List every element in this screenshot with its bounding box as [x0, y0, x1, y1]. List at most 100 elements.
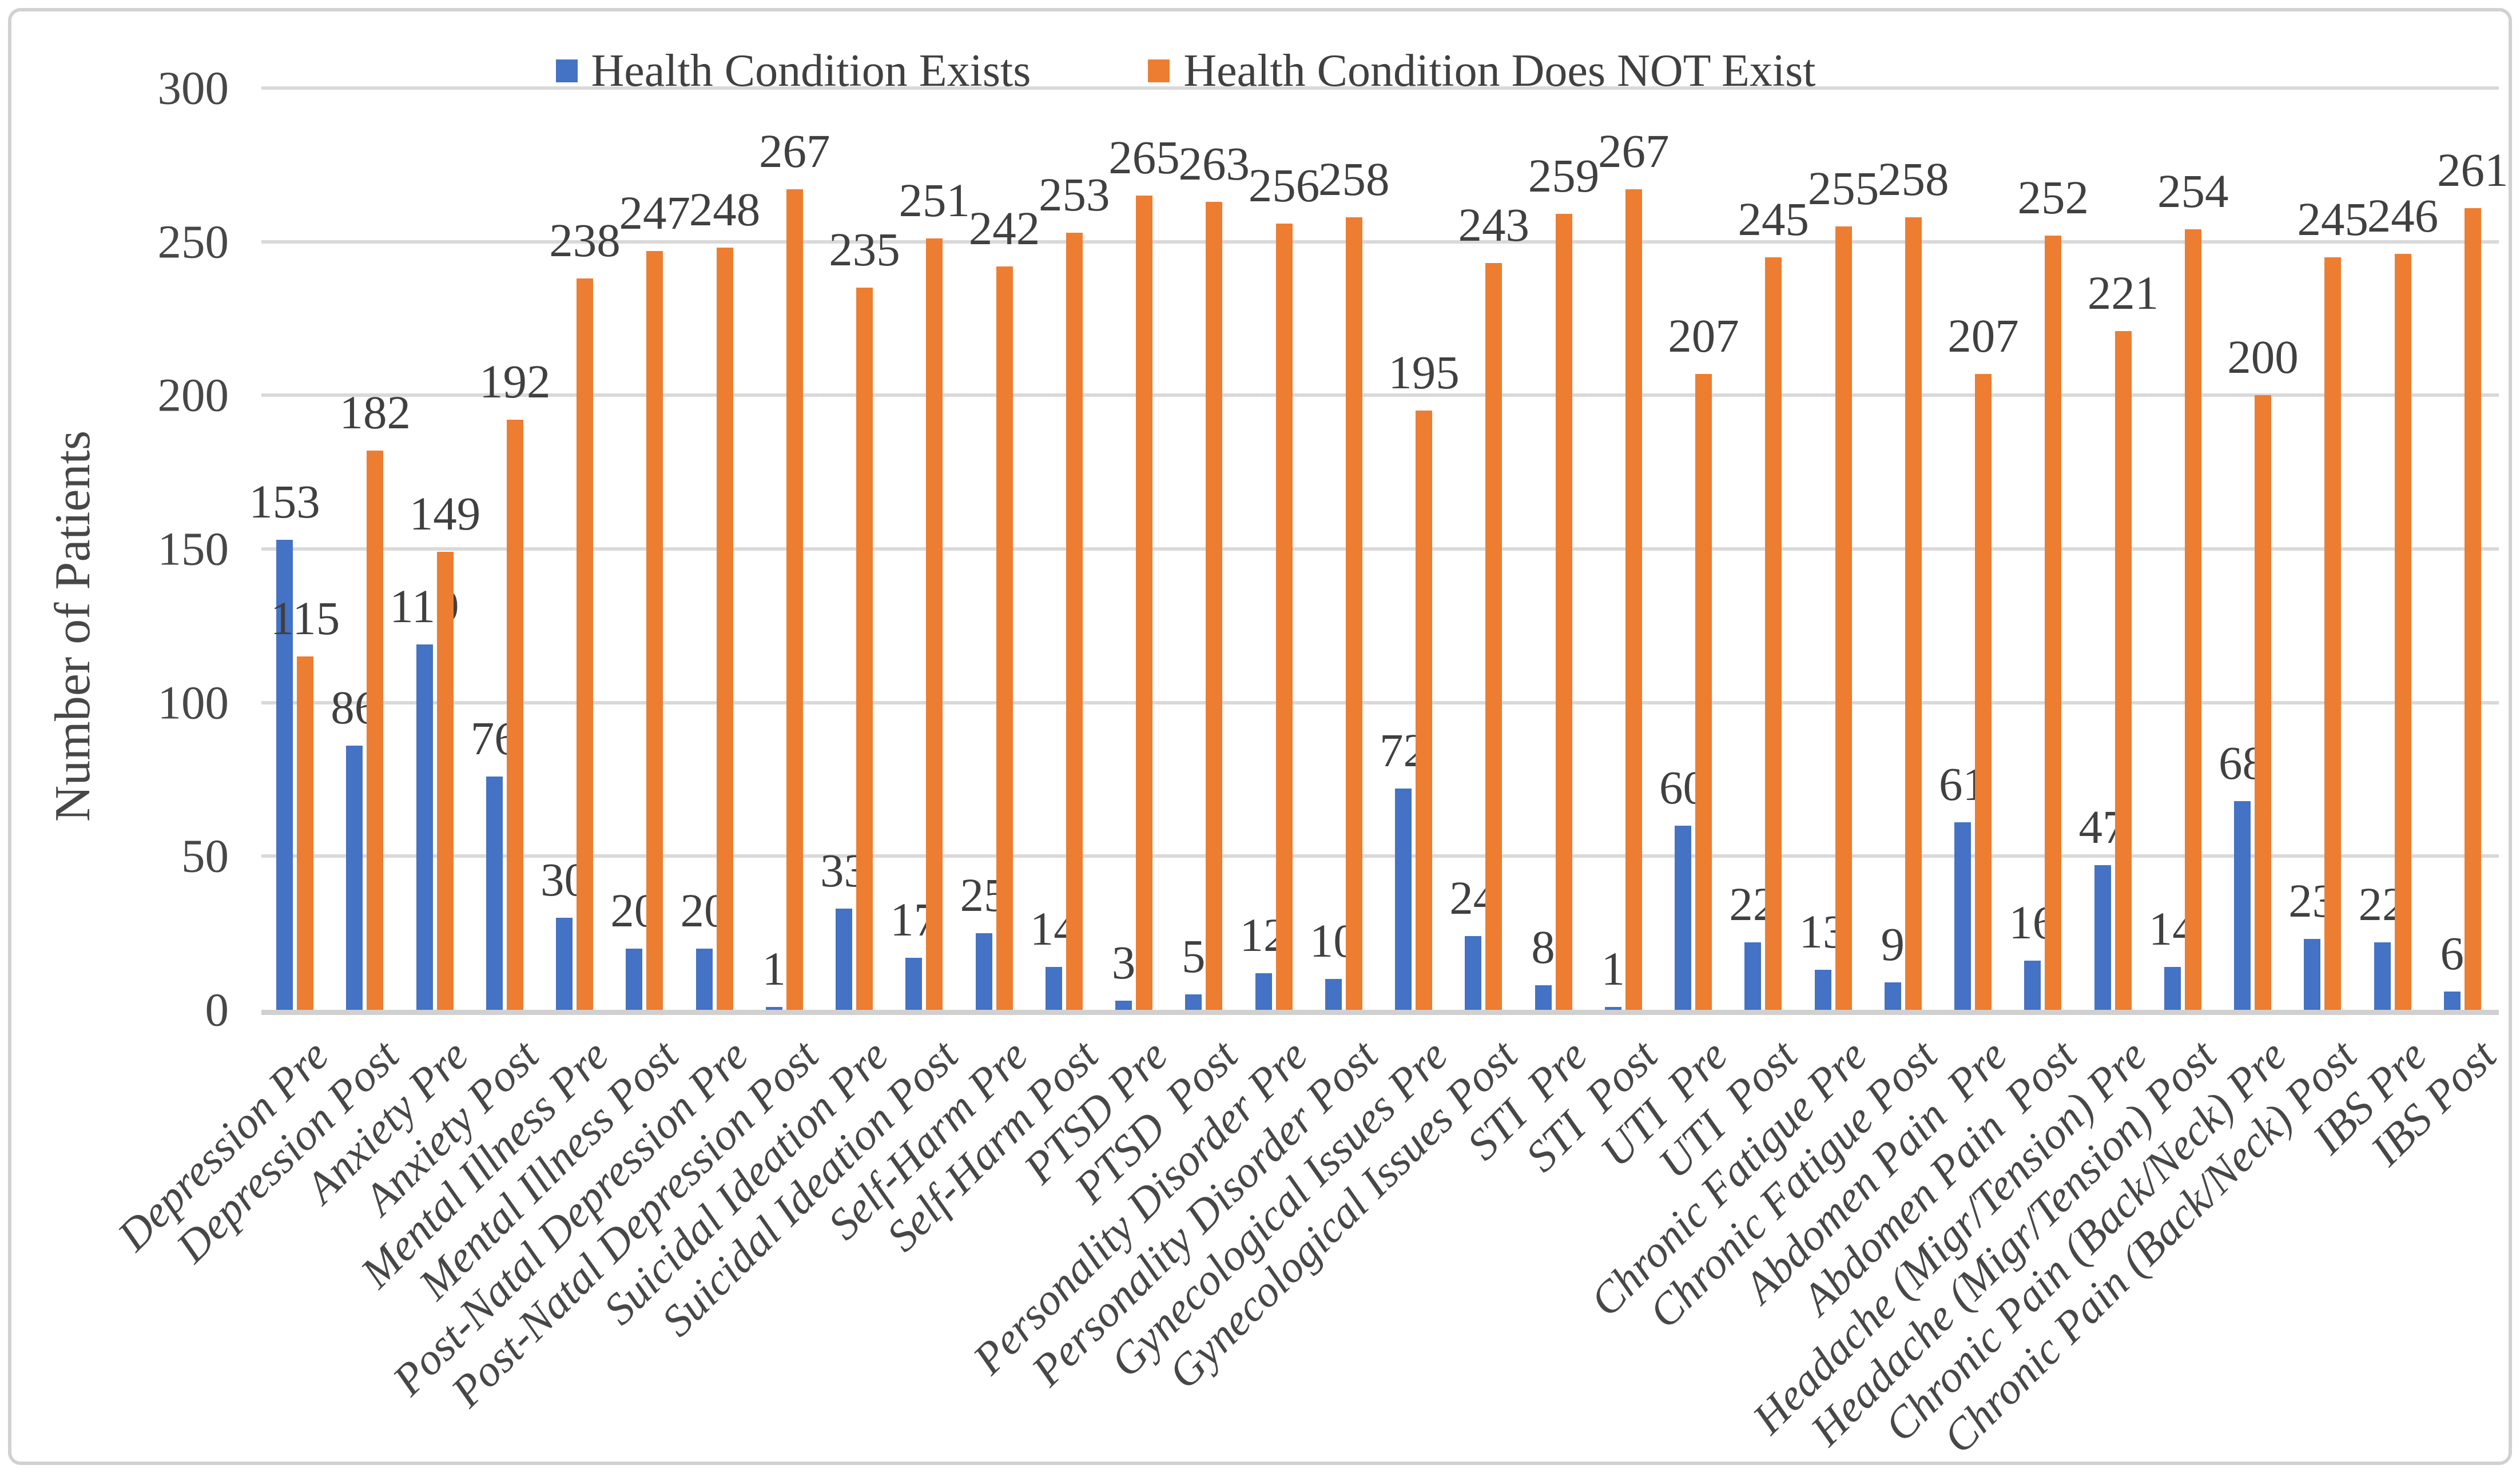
bar-exists: [2234, 801, 2251, 1010]
y-tick-label: 50: [181, 829, 229, 882]
bar-not-exists: [1905, 217, 1922, 1010]
value-label-exists: 8: [1531, 921, 1555, 974]
legend-label-not-exists: Health Condition Does NOT Exist: [1183, 46, 1816, 96]
bar-exists: [695, 948, 713, 1010]
bar-not-exists: [1345, 217, 1362, 1010]
bar-not-exists: [367, 451, 384, 1010]
value-label-not-exists: 247: [619, 186, 691, 239]
value-label-not-exists: 259: [1528, 149, 1600, 202]
value-label-not-exists: 207: [1668, 309, 1739, 362]
bar-not-exists: [1835, 226, 1852, 1010]
value-label-exists: 6: [2440, 926, 2465, 980]
bar-exists: [1465, 936, 1482, 1010]
value-label-not-exists: 200: [2227, 331, 2299, 384]
y-tick-label: 200: [157, 368, 229, 421]
gridline: [261, 240, 2499, 244]
bar-exists: [1185, 994, 1202, 1010]
bar-not-exists: [2464, 208, 2481, 1010]
bar-exists: [1395, 789, 1412, 1010]
value-label-not-exists: 149: [409, 487, 481, 540]
bar-exists: [1814, 970, 1831, 1010]
value-label-not-exists: 267: [759, 125, 830, 178]
bar-exists: [2024, 961, 2041, 1010]
bar-exists: [975, 933, 992, 1010]
value-label-exists: 153: [249, 475, 320, 528]
bar-not-exists: [2114, 331, 2132, 1010]
x-axis-line: [261, 1010, 2499, 1015]
bar-exists: [1325, 979, 1342, 1010]
legend-swatch-exists-icon: [555, 59, 578, 82]
value-label-exists: 5: [1182, 930, 1206, 983]
gridline: [261, 854, 2499, 858]
bar-not-exists: [996, 266, 1013, 1010]
value-label-not-exists: 254: [2157, 165, 2229, 218]
value-label-not-exists: 246: [2367, 189, 2439, 242]
y-axis-title: Number of Patients: [45, 430, 101, 822]
bar-not-exists: [1136, 196, 1152, 1010]
bar-exists: [626, 948, 643, 1010]
bar-not-exists: [2184, 229, 2201, 1010]
value-label-not-exists: 245: [1738, 192, 1810, 245]
bar-not-exists: [1975, 373, 1992, 1010]
legend-label-exists: Health Condition Exists: [591, 46, 1031, 96]
value-label-not-exists: 265: [1108, 131, 1180, 184]
value-label-not-exists: 255: [1807, 161, 1879, 214]
gridline: [261, 700, 2499, 704]
bar-not-exists: [786, 189, 803, 1010]
legend-swatch-not-exists-icon: [1148, 59, 1170, 82]
bar-exists: [556, 917, 573, 1010]
bar-exists: [836, 908, 852, 1010]
bar-not-exists: [2045, 236, 2062, 1010]
y-tick-label: 150: [157, 522, 229, 575]
value-label-not-exists: 267: [1598, 125, 1670, 178]
legend-item-not-exists: Health Condition Does NOT Exist: [1148, 46, 1816, 96]
value-label-not-exists: 182: [339, 386, 411, 439]
bar-not-exists: [1416, 411, 1432, 1010]
value-label-not-exists: 221: [2087, 266, 2159, 319]
bar-exists: [1045, 966, 1062, 1010]
gridline: [261, 86, 2499, 90]
value-label-exists: 9: [1881, 917, 1905, 970]
gridline: [261, 393, 2499, 397]
bar-not-exists: [856, 288, 873, 1010]
value-label-not-exists: 207: [1947, 309, 2019, 362]
value-label-not-exists: 252: [2017, 171, 2089, 224]
value-label-not-exists: 251: [899, 174, 971, 227]
bar-exists: [1744, 942, 1762, 1010]
value-label-not-exists: 242: [968, 201, 1040, 254]
value-label-not-exists: 115: [270, 592, 340, 645]
bar-exists: [1954, 822, 1971, 1010]
bar-exists: [1255, 973, 1272, 1010]
bar-not-exists: [926, 238, 943, 1010]
value-label-not-exists: 195: [1388, 346, 1460, 399]
bar-not-exists: [1206, 201, 1223, 1010]
bar-exists: [1884, 982, 1901, 1010]
bar-not-exists: [2255, 395, 2271, 1010]
bar-exists: [2443, 991, 2461, 1010]
value-label-not-exists: 192: [479, 355, 551, 408]
bar-exists: [905, 957, 923, 1010]
value-label-not-exists: 256: [1248, 158, 1320, 212]
y-tick-label: 250: [157, 215, 229, 268]
bar-exists: [346, 745, 363, 1010]
value-label-not-exists: 238: [549, 214, 621, 267]
value-label-exists: 3: [1111, 935, 1136, 989]
value-label-not-exists: 243: [1458, 198, 1530, 252]
bar-exists: [276, 539, 293, 1010]
bar-exists: [416, 644, 433, 1010]
gridline: [261, 547, 2499, 551]
y-tick-label: 100: [157, 676, 229, 729]
value-label-exists: 1: [1601, 942, 1625, 995]
bar-exists: [765, 1006, 782, 1010]
bar-not-exists: [1625, 189, 1642, 1010]
bar-not-exists: [716, 248, 733, 1010]
legend-item-exists: Health Condition Exists: [555, 46, 1031, 96]
value-label-not-exists: 248: [689, 183, 761, 236]
bar-not-exists: [577, 278, 593, 1010]
value-label-not-exists: 245: [2297, 192, 2369, 245]
value-label-not-exists: 258: [1318, 152, 1390, 205]
bar-not-exists: [1485, 263, 1503, 1010]
value-label-not-exists: 261: [2437, 143, 2509, 196]
bar-not-exists: [506, 420, 523, 1010]
legend: Health Condition Exists Health Condition…: [0, 48, 2520, 94]
